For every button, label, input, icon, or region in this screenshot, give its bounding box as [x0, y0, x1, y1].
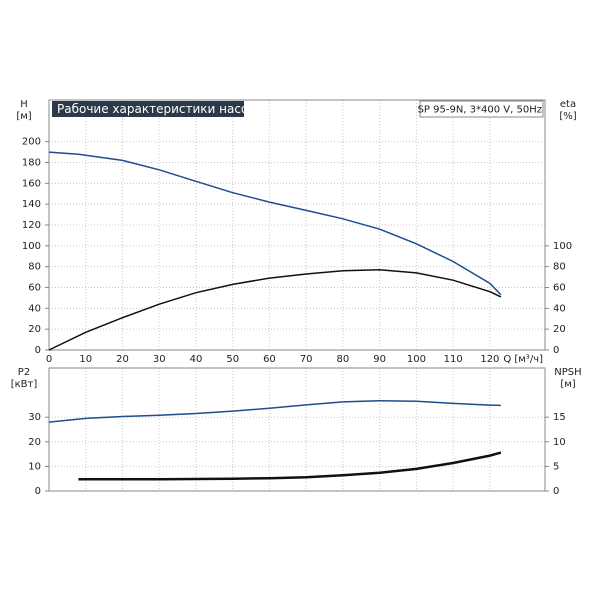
y2-tick-label: 0: [553, 486, 559, 497]
x-tick-label: 0: [46, 354, 52, 365]
y2-axis-label: NPSH: [554, 367, 581, 378]
title-box: [52, 101, 244, 117]
x-tick-label: 90: [373, 354, 386, 365]
y-tick-label: 0: [35, 486, 41, 497]
y-tick-label: 0: [35, 345, 41, 356]
x-tick-label: 100: [407, 354, 426, 365]
chart-title: Рабочие характеристики насоса: [57, 102, 262, 116]
y-axis-label: P2: [18, 367, 30, 378]
y2-tick-label: 20: [553, 324, 566, 335]
y2-tick-label: 80: [553, 262, 566, 273]
y2-tick-label: 100: [553, 241, 572, 252]
y-tick-label: 100: [22, 241, 41, 252]
y2-axis-label: eta: [560, 99, 576, 110]
x-tick-label: 40: [190, 354, 203, 365]
y-tick-label: 160: [22, 178, 41, 189]
x-tick-label: 10: [79, 354, 92, 365]
x-tick-label: 50: [226, 354, 239, 365]
y2-tick-label: 40: [553, 303, 566, 314]
x-tick-label: 80: [337, 354, 350, 365]
y2-tick-label: 0: [553, 345, 559, 356]
x-tick-label: 30: [153, 354, 166, 365]
curve: [48, 151, 502, 296]
x-tick-label: 60: [263, 354, 276, 365]
y-tick-label: 80: [28, 262, 41, 273]
plot-frame: [48, 99, 546, 351]
model-box: [419, 100, 544, 118]
y2-axis-unit: [%]: [559, 111, 576, 122]
y2-tick-label: 60: [553, 283, 566, 294]
plot-frame: [48, 367, 546, 492]
y-tick-label: 60: [28, 283, 41, 294]
y2-tick-label: 10: [553, 437, 566, 448]
y-tick-label: 180: [22, 158, 41, 169]
y-tick-label: 140: [22, 199, 41, 210]
y-tick-label: 30: [28, 412, 41, 423]
x-tick-label: 120: [480, 354, 499, 365]
y2-axis-unit: [м]: [560, 379, 575, 390]
y-axis-unit: [кВт]: [11, 379, 38, 390]
curve: [48, 399, 501, 423]
y-tick-label: 200: [22, 137, 41, 148]
y-tick-label: 20: [28, 437, 41, 448]
y-tick-label: 20: [28, 324, 41, 335]
y-axis-label: H: [20, 99, 28, 110]
y-tick-label: 120: [22, 220, 41, 231]
x-tick-label: 110: [444, 354, 463, 365]
y2-tick-label: 15: [553, 412, 566, 423]
y-tick-label: 40: [28, 303, 41, 314]
x-tick-label: 70: [300, 354, 313, 365]
curve: [48, 269, 502, 351]
y-axis-unit: [м]: [16, 111, 31, 122]
x-axis-label: Q [м³/ч]: [503, 354, 543, 365]
x-tick-label: 20: [116, 354, 129, 365]
y-tick-label: 10: [28, 461, 41, 472]
y2-tick-label: 5: [553, 461, 559, 472]
model-label: SP 95-9N, 3*400 V, 50Hz: [418, 105, 542, 116]
curve: [78, 451, 502, 481]
